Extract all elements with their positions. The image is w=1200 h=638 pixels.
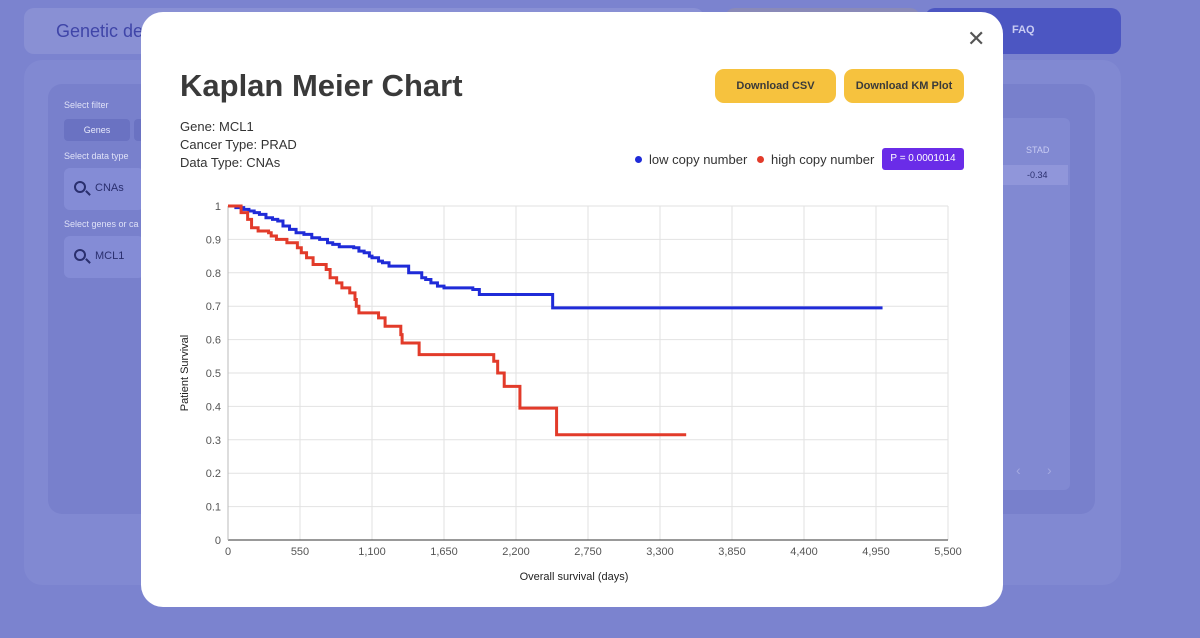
- other-chip[interactable]: [134, 119, 144, 141]
- y-axis-label: Patient Survival: [179, 335, 191, 411]
- y-tick-label: 0.7: [206, 301, 221, 313]
- p-value-badge: P = 0.0001014: [882, 148, 964, 170]
- x-tick-label: 4,400: [790, 546, 818, 558]
- data-type-value: CNAs: [95, 182, 124, 194]
- genes-select[interactable]: MCL1: [64, 236, 144, 278]
- legend-dot-high: [757, 156, 764, 163]
- x-tick-label: 550: [291, 546, 309, 558]
- download-km-plot-button[interactable]: Download KM Plot: [844, 69, 964, 103]
- download-csv-button[interactable]: Download CSV: [715, 69, 836, 103]
- y-tick-label: 0.6: [206, 335, 221, 347]
- y-tick-label: 0.4: [206, 401, 221, 413]
- legend-label-low: low copy number: [649, 152, 748, 167]
- x-tick-label: 3,850: [718, 546, 746, 558]
- series-line-high: [228, 204, 687, 437]
- faq-label: FAQ: [1012, 24, 1035, 36]
- x-tick-label: 0: [225, 546, 231, 558]
- prev-page-icon[interactable]: ‹: [1016, 462, 1021, 478]
- close-icon[interactable]: ✕: [967, 26, 986, 51]
- legend-item-high: high copy number: [757, 152, 874, 167]
- next-page-icon[interactable]: ›: [1047, 462, 1052, 478]
- legend-item-low: low copy number: [635, 152, 747, 167]
- select-genes-label: Select genes or ca: [64, 219, 139, 229]
- y-tick-label: 0.3: [206, 435, 221, 447]
- km-chart: 0 550 1,100 1,650 2,200 2,750 3,300 3,850 4,400 4…: [179, 201, 962, 583]
- table-cell: -0.34: [1000, 165, 1068, 185]
- genes-value: MCL1: [95, 250, 125, 262]
- x-tick-label: 5,500: [934, 546, 962, 558]
- series-line-low: [228, 204, 883, 310]
- select-data-type-label: Select data type: [64, 151, 129, 161]
- x-tick-label: 1,650: [430, 546, 458, 558]
- y-tick-label: 0.5: [206, 368, 221, 380]
- app-title: Genetic de: [56, 21, 144, 41]
- y-tick-label: 0.8: [206, 268, 221, 280]
- x-tick-label: 2,200: [502, 546, 530, 558]
- table-cell-value: -0.34: [1027, 170, 1048, 180]
- y-tick-label: 0: [215, 535, 221, 547]
- y-tick-label: 0.1: [206, 502, 221, 514]
- select-filter-label: Select filter: [64, 100, 109, 110]
- search-icon: [74, 249, 86, 261]
- x-tick-label: 2,750: [574, 546, 602, 558]
- legend-label-high: high copy number: [771, 152, 875, 167]
- y-tick-label: 0.2: [206, 468, 221, 480]
- y-tick-label: 1: [215, 201, 221, 213]
- gene-info: Gene: MCL1: [180, 119, 254, 134]
- search-icon: [74, 181, 86, 193]
- x-tick-label: 3,300: [646, 546, 674, 558]
- x-axis-label: Overall survival (days): [520, 571, 629, 583]
- x-tick-label: 1,100: [358, 546, 386, 558]
- data-type-info: Data Type: CNAs: [180, 155, 281, 170]
- modal-title: Kaplan Meier Chart: [180, 68, 463, 103]
- x-tick-label: 4,950: [862, 546, 890, 558]
- table-header-stad: STAD: [1026, 145, 1050, 155]
- y-tick-label: 0.9: [206, 234, 221, 246]
- genes-chip[interactable]: Genes: [64, 119, 130, 141]
- cancer-type-info: Cancer Type: PRAD: [180, 137, 297, 152]
- data-type-select[interactable]: CNAs: [64, 168, 144, 210]
- km-modal: ✕ Kaplan Meier Chart Download CSV Downlo…: [141, 12, 1003, 607]
- legend-dot-low: [635, 156, 642, 163]
